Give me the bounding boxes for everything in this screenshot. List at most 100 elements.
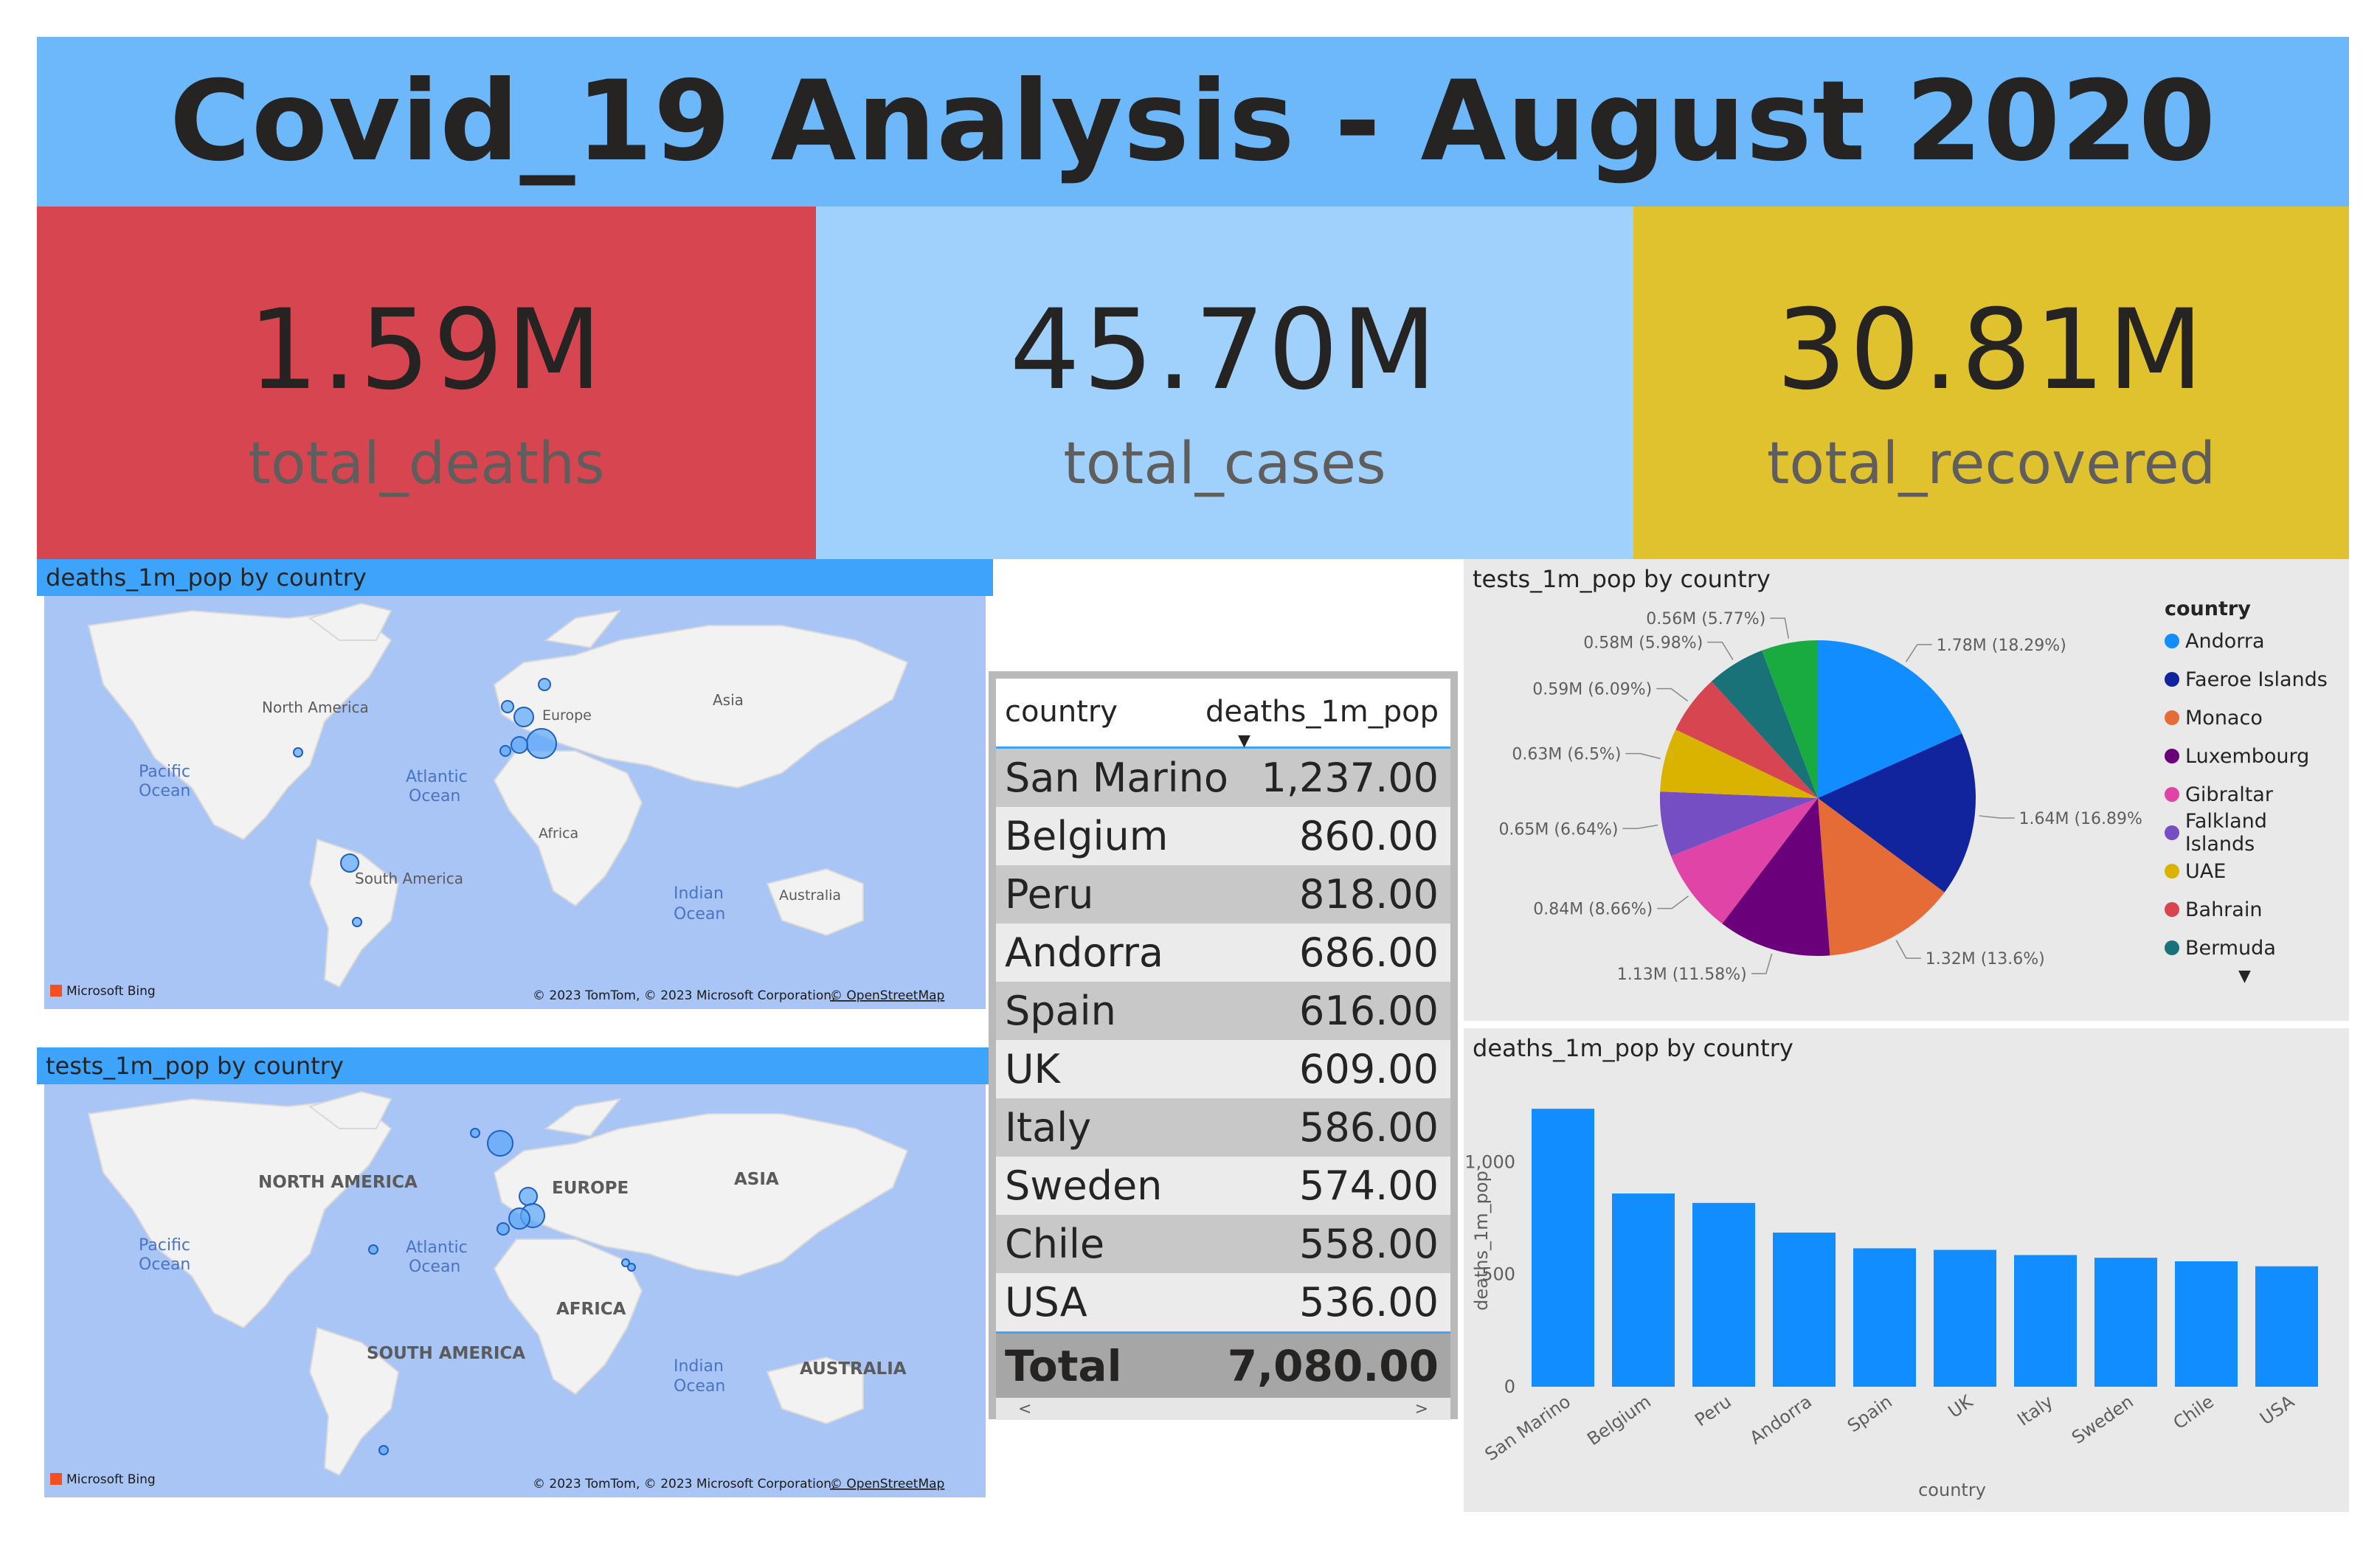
legend-label: Andorra — [2185, 629, 2265, 653]
pie-slice[interactable] — [1660, 729, 1818, 798]
map-deaths-by-country[interactable]: North America South America Europe Asia … — [44, 596, 986, 1009]
map-label-atlantic-ocean: Ocean — [409, 1258, 460, 1276]
map-bubble[interactable] — [340, 853, 359, 873]
legend-item[interactable]: Faeroe Islands — [2165, 660, 2342, 699]
map-bubble[interactable] — [621, 1258, 630, 1267]
horizontal-scrollbar[interactable]: < > — [996, 1398, 1450, 1420]
legend-marker-icon — [2165, 787, 2179, 802]
map-bubble[interactable] — [497, 1222, 510, 1236]
column-header-country[interactable]: country — [1005, 695, 1118, 729]
map-attribution: © 2023 TomTom, © 2023 Microsoft Corporat… — [533, 988, 835, 1003]
scroll-right-icon[interactable]: > — [1414, 1399, 1428, 1418]
deaths-table: country deaths_1m_pop ▼ San Marino 1,237.… — [996, 679, 1450, 1420]
bar[interactable] — [1611, 1193, 1675, 1387]
table-row[interactable]: Chile 558.00 — [996, 1215, 1450, 1273]
openstreetmap-link[interactable]: © OpenStreetMap — [830, 1477, 944, 1491]
kpi-card-total-cases[interactable]: 45.70M total_cases — [816, 207, 1633, 559]
pie-slice[interactable] — [1762, 640, 1818, 798]
table-row[interactable]: Andorra 686.00 — [996, 923, 1450, 982]
table-row[interactable]: Sweden 574.00 — [996, 1157, 1450, 1215]
bar[interactable] — [2013, 1255, 2078, 1387]
table-row[interactable]: Belgium 860.00 — [996, 807, 1450, 865]
legend-item[interactable]: UAE — [2165, 852, 2342, 890]
pie-slice[interactable] — [1675, 681, 1818, 798]
pie-leader-line — [1770, 617, 1790, 639]
map-bubble[interactable] — [368, 1244, 378, 1255]
pie-chart-panel[interactable]: tests_1m_pop by country 1.78M (18.29%) 1.… — [1464, 559, 2349, 1021]
cell-country: Italy — [1005, 1104, 1092, 1151]
bar[interactable] — [1853, 1248, 1917, 1387]
map-bubble[interactable] — [487, 1130, 513, 1157]
pie-chart[interactable]: 1.78M (18.29%) 1.64M (16.89%) 1.32M (13.6%… — [1464, 596, 2142, 1021]
kpi-card-total-recovered[interactable]: 30.81M total_recovered — [1633, 207, 2349, 559]
table-row[interactable]: San Marino 1,237.00 — [996, 749, 1450, 807]
table-row[interactable]: Peru 818.00 — [996, 865, 1450, 923]
legend-marker-icon — [2165, 902, 2179, 917]
legend-item[interactable]: Luxembourg — [2165, 737, 2342, 775]
map-bubble[interactable] — [470, 1128, 480, 1138]
map-bubble[interactable] — [378, 1445, 389, 1455]
bar[interactable] — [2174, 1261, 2238, 1387]
pie-slice[interactable] — [1818, 640, 1962, 798]
pie-data-label: 1.13M (11.58%) — [1617, 966, 1747, 984]
bar[interactable] — [1933, 1250, 1997, 1387]
x-tick-label: UK — [1945, 1390, 1977, 1422]
map-bubble[interactable] — [293, 747, 303, 758]
map-bubble[interactable] — [352, 917, 362, 927]
table-row[interactable]: UK 609.00 — [996, 1040, 1450, 1098]
pie-slice[interactable] — [1818, 798, 1945, 956]
map-bubble[interactable] — [526, 728, 557, 759]
bar[interactable] — [1692, 1202, 1756, 1387]
sort-descending-icon[interactable]: ▼ — [1238, 732, 1250, 750]
cell-deaths-1m-pop: 686.00 — [1299, 929, 1439, 976]
bar-chart-panel[interactable]: deaths_1m_pop by country 0 500 1,000 deaths… — [1464, 1028, 2349, 1512]
bar[interactable] — [1772, 1233, 1836, 1387]
legend-item[interactable]: Andorra — [2165, 622, 2342, 660]
pie-data-label: 0.59M (6.09%) — [1532, 681, 1652, 699]
legend-item[interactable]: Bahrain — [2165, 890, 2342, 929]
table-row[interactable]: Italy 586.00 — [996, 1098, 1450, 1157]
x-tick-label: San Marino — [1481, 1391, 1574, 1465]
bar[interactable] — [1531, 1109, 1595, 1387]
map-bubble[interactable] — [519, 1187, 538, 1206]
legend-item[interactable]: Bermuda — [2165, 929, 2342, 967]
cell-country: Spain — [1005, 988, 1116, 1034]
scroll-left-icon[interactable]: < — [1018, 1399, 1032, 1418]
map-label-indian-ocean: Ocean — [674, 1377, 725, 1396]
bing-logo-icon — [50, 1473, 62, 1485]
pie-leader-line — [1979, 815, 2015, 819]
map-bubble[interactable] — [538, 678, 551, 691]
legend-item[interactable]: Gibraltar — [2165, 775, 2342, 814]
legend-item[interactable]: Monaco — [2165, 699, 2342, 737]
table-row[interactable]: Spain 616.00 — [996, 982, 1450, 1040]
legend-item[interactable]: Falkland Islands — [2165, 810, 2342, 856]
pie-slice[interactable] — [1711, 650, 1818, 798]
dashboard-title-bar: Covid_19 Analysis - August 2020 — [37, 37, 2349, 207]
kpi-card-total-deaths[interactable]: 1.59M total_deaths — [37, 207, 816, 559]
bar[interactable] — [2255, 1266, 2319, 1387]
column-header-deaths-1m-pop[interactable]: deaths_1m_pop — [1205, 695, 1439, 729]
map-bubble[interactable] — [501, 700, 514, 713]
map-bubble[interactable] — [508, 1207, 530, 1230]
map-bubble[interactable] — [511, 736, 528, 754]
cell-deaths-1m-pop: 586.00 — [1299, 1104, 1439, 1151]
bar[interactable] — [2094, 1258, 2158, 1387]
map-bubble[interactable] — [513, 707, 534, 727]
pie-data-label: 1.78M (18.29%) — [1937, 637, 2066, 655]
pie-leader-line — [1895, 940, 1921, 959]
cell-country: Andorra — [1005, 929, 1164, 976]
map-tests-by-country[interactable]: NORTH AMERICA SOUTH AMERICA EUROPE ASIA … — [44, 1084, 986, 1497]
x-tick-label: Belgium — [1583, 1391, 1655, 1449]
map-bubble[interactable] — [499, 745, 511, 757]
pie-slice[interactable] — [1670, 798, 1818, 924]
pie-slice[interactable] — [1660, 791, 1818, 856]
table-row[interactable]: USA 536.00 — [996, 1273, 1450, 1331]
map-label-north-america: North America — [262, 699, 369, 716]
openstreetmap-link[interactable]: © OpenStreetMap — [830, 988, 944, 1003]
pie-slice[interactable] — [1722, 798, 1830, 956]
pie-slice[interactable] — [1818, 733, 1976, 893]
deaths-table-visual[interactable]: country deaths_1m_pop ▼ San Marino 1,237.… — [989, 671, 1458, 1420]
map-bubble[interactable] — [627, 1263, 636, 1272]
legend-more-icon[interactable]: ▼ — [2238, 967, 2251, 985]
